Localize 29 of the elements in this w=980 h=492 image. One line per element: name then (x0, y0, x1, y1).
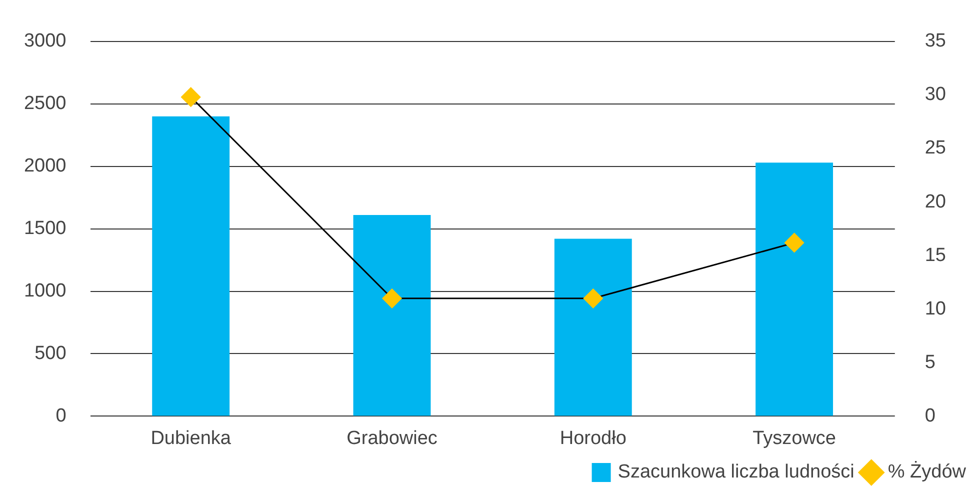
y-tick-label: 0 (56, 405, 66, 426)
y2-tick-label: 10 (924, 298, 946, 320)
legend-label: % Żydów (888, 460, 966, 483)
bar (353, 215, 431, 416)
y-tick-label: 1000 (24, 280, 66, 302)
x-tick-label: Grabowiec (346, 428, 438, 449)
point (583, 288, 603, 308)
y-tick-label: 2500 (24, 93, 66, 114)
y2-tick-label: 5 (924, 352, 936, 373)
y2-tick-label: 30 (924, 84, 946, 106)
point (382, 288, 402, 308)
y2-tick-label: 0 (924, 405, 936, 426)
bar (554, 238, 632, 416)
y2-tick-label: 20 (924, 191, 946, 212)
point (784, 232, 804, 252)
y-tick-label: 500 (34, 342, 66, 364)
y2-tick-label: 15 (924, 244, 946, 266)
y2-tick-label: 25 (924, 138, 946, 159)
x-tick-label: Dubienka (150, 428, 232, 449)
y2-tick-label: 35 (924, 30, 946, 52)
bar (756, 162, 834, 416)
legend-label: Szacunkowa liczba ludności (618, 462, 854, 483)
y-tick-label: 1500 (24, 218, 66, 240)
y-tick-label: 2000 (24, 156, 66, 177)
bar (152, 116, 230, 416)
y-tick-label: 3000 (24, 30, 66, 52)
point (181, 87, 201, 107)
x-tick-label: Tyszowce (752, 428, 836, 449)
x-tick-label: Horodło (560, 428, 626, 449)
